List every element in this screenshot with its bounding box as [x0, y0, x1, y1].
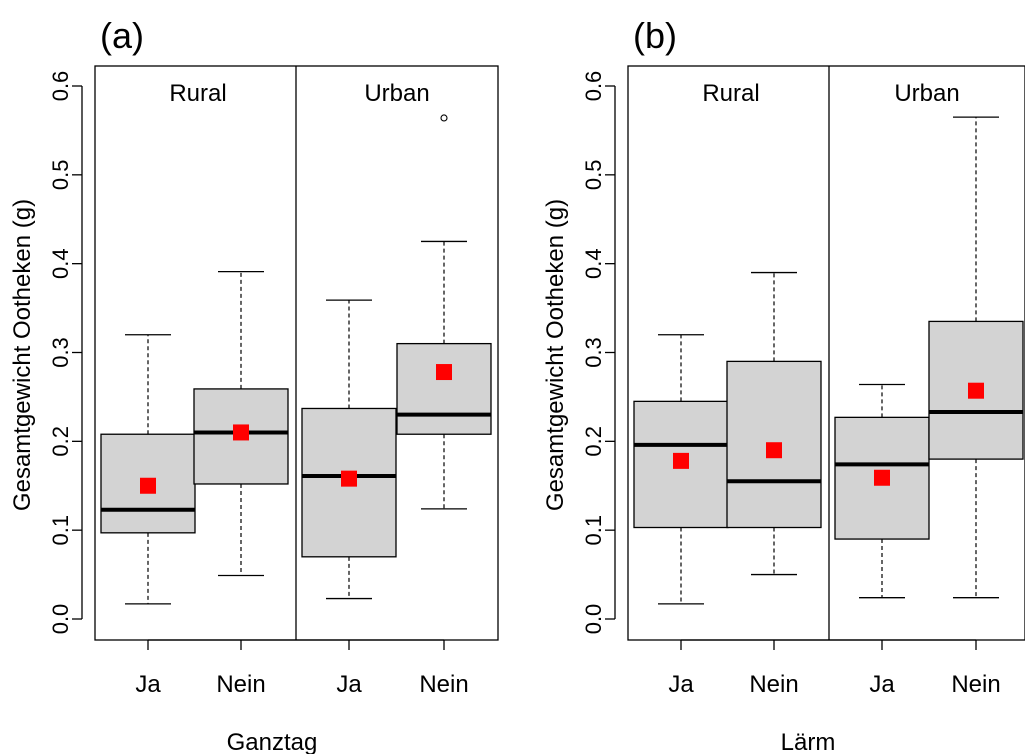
y-tick-label: 0.5 [48, 160, 73, 191]
outlier-point [440, 114, 448, 122]
x-tick-label: Ja [869, 671, 895, 698]
y-tick-label: 0.0 [581, 604, 606, 635]
x-tick-label: Nein [951, 671, 1000, 698]
boxplot [834, 383, 930, 599]
x-axis-title: Lärm [781, 729, 836, 754]
boxplot [193, 271, 289, 577]
boxplot [301, 299, 397, 600]
y-tick-label: 0.1 [581, 515, 606, 546]
box-iqr [396, 342, 492, 435]
panel-label: (b) [633, 15, 677, 56]
x-tick-label: Ja [668, 671, 694, 698]
group-label: Rural [169, 80, 226, 107]
group-label: Urban [894, 80, 959, 107]
boxplot [396, 114, 492, 510]
boxplot [100, 334, 196, 605]
x-tick-label: Nein [419, 671, 468, 698]
y-tick-label: 0.0 [48, 604, 73, 635]
y-axis-title: Gesamtgewicht Ootheken (g) [542, 199, 569, 511]
y-axis-title: Gesamtgewicht Ootheken (g) [9, 199, 36, 511]
y-tick-label: 0.6 [48, 71, 73, 102]
boxplot [928, 116, 1024, 599]
mean-marker [436, 364, 452, 381]
y-tick-label: 0.3 [48, 337, 73, 368]
x-tick-label: Nein [749, 671, 798, 698]
boxplot [633, 334, 729, 605]
x-tick-label: Ja [135, 671, 161, 698]
y-tick-label: 0.6 [581, 71, 606, 102]
mean-marker [874, 469, 890, 486]
mean-marker [766, 442, 782, 459]
mean-marker [673, 452, 689, 469]
y-tick-label: 0.2 [581, 426, 606, 457]
mean-marker [233, 424, 249, 441]
y-tick-label: 0.3 [581, 337, 606, 368]
panel-a: (a) 0.0 0.1 0.2 0.3 0.4 0.5 0.6 Gesamtgewicht Oo… [9, 15, 499, 754]
x-tick-label: Ja [336, 671, 362, 698]
group-label: Urban [364, 80, 429, 107]
y-tick-label: 0.4 [48, 248, 73, 279]
mean-marker [140, 477, 156, 494]
y-tick-label: 0.2 [48, 426, 73, 457]
panel-b: (b) 0.0 0.1 0.2 0.3 0.4 0.5 0.6 Gesamtgewicht Oo… [542, 15, 1025, 754]
x-tick-label: Nein [216, 671, 265, 698]
group-label: Rural [702, 80, 759, 107]
mean-marker [968, 382, 984, 399]
y-tick-label: 0.5 [581, 160, 606, 191]
boxplot [726, 271, 822, 576]
y-tick-label: 0.4 [581, 248, 606, 279]
y-tick-label: 0.1 [48, 515, 73, 546]
mean-marker [341, 470, 357, 487]
panel-label: (a) [100, 15, 144, 56]
x-axis-title: Ganztag [227, 729, 318, 754]
